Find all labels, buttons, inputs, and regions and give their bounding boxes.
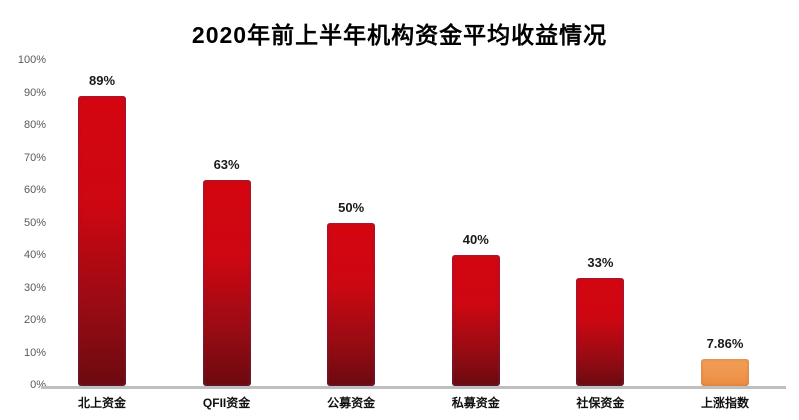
bar-2 bbox=[202, 180, 251, 386]
bar-4 bbox=[451, 255, 500, 386]
category-label: 北上资金 bbox=[77, 396, 126, 410]
y-tick-label: 10% bbox=[23, 346, 46, 359]
y-tick-label: 0% bbox=[30, 379, 46, 391]
category-label: 私募资金 bbox=[451, 396, 500, 410]
bar-value-label: 7.86% bbox=[706, 336, 744, 352]
y-tick-label: 60% bbox=[23, 184, 46, 196]
bar-6 bbox=[701, 359, 749, 386]
bar-value-label: 89% bbox=[88, 72, 116, 88]
bar-value-label: 33% bbox=[587, 254, 614, 270]
y-tick-label: 30% bbox=[23, 281, 46, 294]
category-label: 公募资金 bbox=[327, 396, 376, 410]
category-label: QFII资金 bbox=[202, 396, 251, 410]
x-axis-line bbox=[41, 385, 786, 389]
y-tick-label: 70% bbox=[23, 151, 46, 164]
chart-title: 2020年前上半年机构资金平均收益情况 bbox=[191, 22, 608, 48]
bar-value-label: 40% bbox=[462, 232, 489, 247]
bar-1 bbox=[78, 95, 126, 386]
y-tick-label: 80% bbox=[23, 119, 46, 131]
category-label: 上涨指数 bbox=[700, 396, 749, 410]
y-tick-label: 100% bbox=[17, 54, 46, 66]
y-tick-label: 20% bbox=[23, 314, 46, 326]
category-label: 社保资金 bbox=[576, 396, 625, 410]
y-tick-label: 40% bbox=[23, 249, 46, 261]
bar-value-label: 63% bbox=[213, 157, 240, 173]
y-tick-label: 50% bbox=[23, 216, 46, 229]
bar-value-label: 50% bbox=[338, 199, 365, 215]
y-tick-label: 90% bbox=[23, 86, 46, 99]
bar-3 bbox=[327, 222, 376, 386]
bar-5 bbox=[576, 277, 625, 386]
